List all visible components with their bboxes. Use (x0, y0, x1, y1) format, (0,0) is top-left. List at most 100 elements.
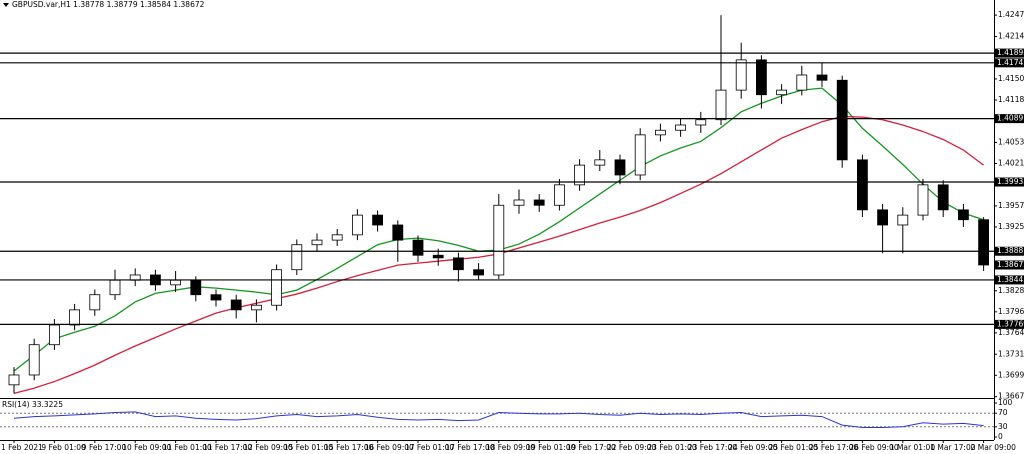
x-tick-label: 26 Feb 09:00 (849, 443, 898, 452)
x-tick-label: 9 Feb 17:00 (82, 443, 127, 452)
menu-triangle (3, 3, 9, 7)
y-tick-label: 1.38280 (998, 286, 1024, 295)
x-tick-label: 1 Feb 2021 (1, 443, 43, 452)
candle-body (634, 134, 646, 176)
candle-body (28, 344, 40, 376)
x-tick-label: 12 Feb 09:00 (243, 443, 292, 452)
candle-body (250, 304, 262, 311)
candle-body (816, 74, 828, 81)
x-tick-label: 22 Feb 09:00 (607, 443, 656, 452)
rsi-line (13, 411, 984, 428)
level-label: 1.39933 (997, 177, 1024, 186)
level-label-bg (995, 114, 1024, 124)
y-tick-label: 1.39250 (998, 222, 1024, 231)
x-tick-label: 9 Feb 01:00 (41, 443, 86, 452)
y-tick-label: 100 (998, 398, 1013, 407)
x-tick-label: 19 Feb 01:00 (526, 443, 575, 452)
y-tick-label: 30 (998, 422, 1008, 431)
x-tick-label: 1 Mar 01:00 (890, 443, 936, 452)
x-tick-label: 24 Feb 09:00 (728, 443, 777, 452)
candle-body (877, 209, 888, 226)
candle-body (473, 269, 485, 276)
x-tick-label: 10 Feb 09:00 (122, 443, 171, 452)
x-tick-label: 1 Mar 17:00 (930, 443, 976, 452)
x-tick-label: 17 Feb 17:00 (445, 443, 494, 452)
candle-body (533, 199, 545, 206)
last-price-bg (995, 260, 1024, 270)
candle-body (715, 89, 727, 121)
candle-body (372, 214, 384, 226)
rsi-title: RSI(14) 33.3225 (2, 400, 63, 409)
y-tick-label: 1.40535 (998, 137, 1024, 146)
candle-body (897, 214, 909, 226)
x-tick-label: 23 Feb 01:00 (647, 443, 696, 452)
level-label-bg (995, 275, 1024, 285)
x-tick-label: 17 Feb 01:00 (405, 443, 454, 452)
candle-body (857, 159, 868, 211)
candle-body (554, 184, 565, 206)
candle-body (210, 294, 222, 301)
x-tick-label: 25 Feb 01:00 (769, 443, 818, 452)
level-label-bg (995, 177, 1024, 187)
candle-body (776, 89, 787, 96)
candle-body (69, 309, 80, 326)
candle-body (351, 214, 363, 236)
candle-body (493, 204, 505, 276)
candle-body (796, 74, 808, 91)
y-tick-label: 1.37640 (998, 328, 1024, 337)
y-tick-label: 1.41180 (998, 95, 1024, 104)
level-label: 1.40897 (997, 114, 1024, 123)
x-tick-label: 15 Feb 01:00 (284, 443, 333, 452)
candle-body (675, 124, 686, 131)
level-label-bg (995, 58, 1024, 68)
candle-body (331, 234, 343, 241)
candle-body (311, 239, 323, 246)
level-label: 1.41745 (997, 58, 1024, 67)
candle-body (49, 324, 60, 346)
candle-body (958, 209, 969, 221)
y-tick-label: 1.37960 (998, 307, 1024, 316)
candle-body (614, 159, 626, 176)
y-tick-label: 1.36670 (998, 392, 1024, 401)
x-tick-label: 18 Feb 09:00 (486, 443, 535, 452)
y-tick-label: 1.39570 (998, 201, 1024, 210)
x-tick-label: 11 Feb 17:00 (203, 443, 252, 452)
level-label: 1.37769 (997, 319, 1024, 328)
candle-body (937, 184, 949, 211)
candle-body (432, 254, 444, 259)
candle-body (836, 79, 848, 161)
candle-body (695, 119, 707, 126)
y-tick-label: 1.40215 (998, 158, 1024, 167)
x-tick-label: 11 Feb 01:00 (163, 443, 212, 452)
level-label-bg (995, 246, 1024, 256)
level-label-bg (995, 48, 1024, 58)
candle-body (574, 164, 585, 186)
candle-body (89, 294, 101, 311)
x-tick-label: 25 Feb 17:00 (809, 443, 858, 452)
candle-body (271, 269, 283, 306)
candle-body (513, 199, 525, 206)
y-tick-label: 1.42470 (998, 10, 1024, 19)
candle-body (170, 279, 182, 286)
candle-body (190, 279, 202, 296)
last-price-label: 1.38672 (997, 260, 1024, 269)
candle-body (109, 279, 121, 296)
y-tick-label: 70 (998, 408, 1008, 417)
candle-body (655, 129, 666, 136)
y-tick-label: 1.42145 (998, 32, 1024, 41)
candle-body (291, 244, 303, 271)
y-tick-label: 0 (998, 432, 1003, 441)
x-tick-label: 23 Feb 17:00 (688, 443, 737, 452)
candle-body (412, 239, 424, 256)
candle-body (917, 184, 929, 216)
candle-body (978, 219, 989, 266)
x-tick-label: 2 Mar 09:00 (971, 443, 1017, 452)
x-tick-label: 15 Feb 17:00 (324, 443, 373, 452)
chart-title: GBPUSD.var,H1 1.38778 1.38779 1.38584 1.… (12, 0, 205, 9)
candle-body (735, 59, 747, 91)
candle-body (594, 159, 606, 166)
candle-body (452, 257, 464, 271)
